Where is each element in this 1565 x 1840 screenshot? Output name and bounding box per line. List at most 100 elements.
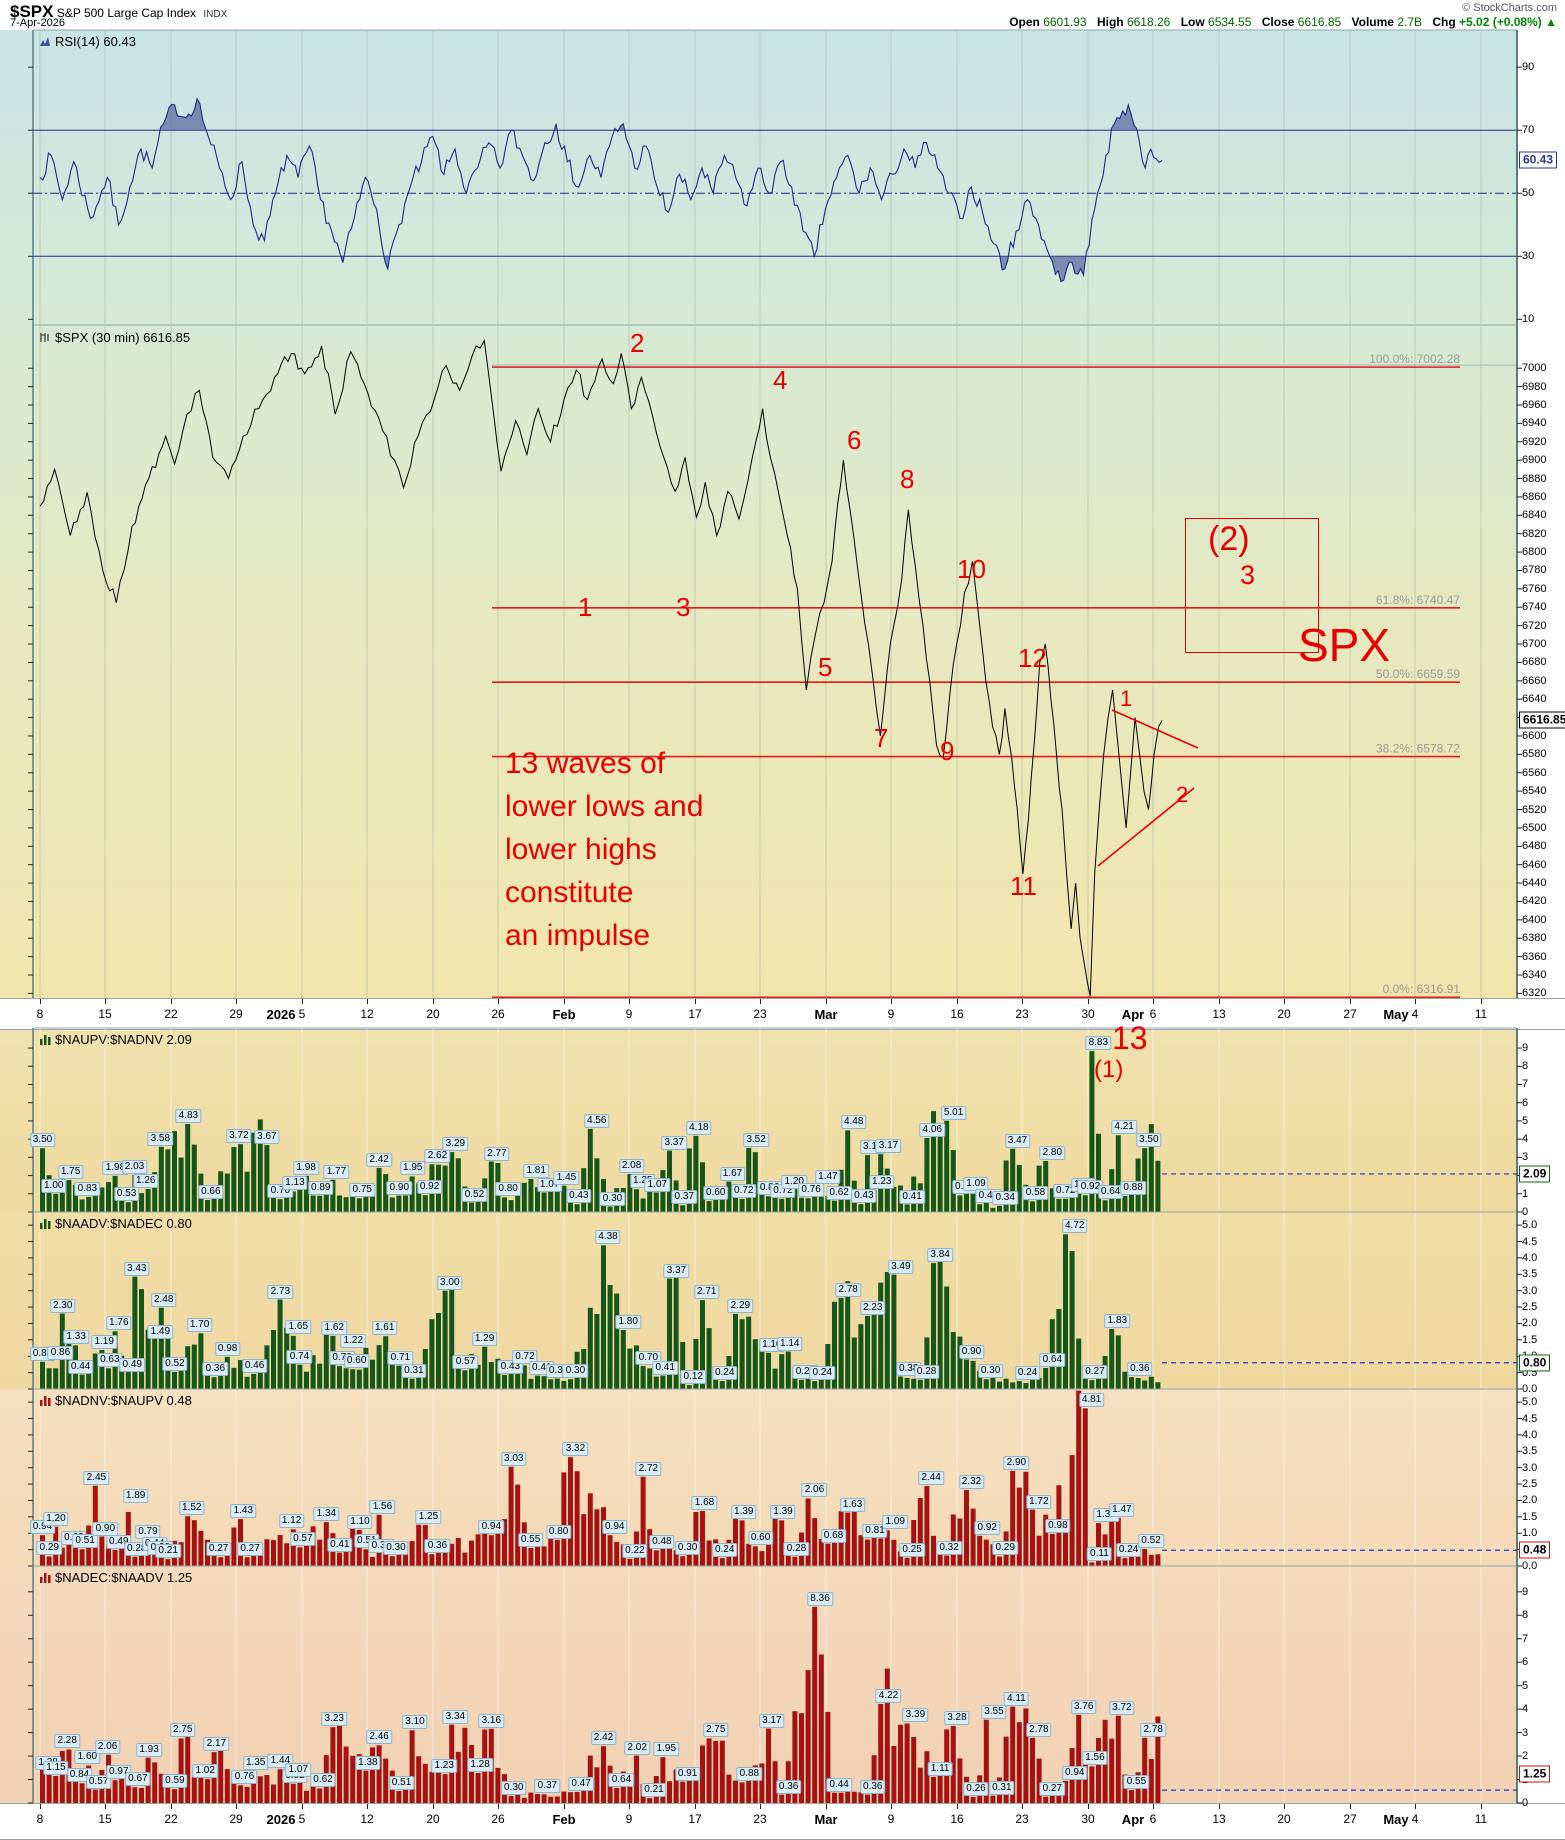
bar-value-callout: 0.36	[202, 1362, 229, 1377]
price-ytick: 6940	[1522, 417, 1547, 430]
date-tick-mark	[236, 999, 237, 1004]
bar-value-callout: 2.02	[624, 1740, 650, 1755]
date-tick-label: 11	[1474, 1007, 1488, 1021]
nadec_naadv-ytick: 7	[1522, 1632, 1529, 1645]
naadv_nadec-ytick: 4.5	[1522, 1235, 1538, 1248]
bar-value-callout: 0.11	[1087, 1547, 1112, 1562]
date-tick-label: 29	[229, 1812, 243, 1826]
nadnv_naupv-ytick: 1.0	[1522, 1527, 1538, 1540]
bar-value-callout: 2.42	[590, 1731, 617, 1746]
price-ytick: 6960	[1522, 398, 1547, 411]
symbol: $SPX	[10, 2, 54, 21]
naupv-nadnv-label: $NAUPV:$NADNV 2.09	[40, 1032, 192, 1048]
bar-value-callout: 0.62	[826, 1185, 852, 1200]
date-tick-label: Apr	[1121, 1007, 1145, 1022]
date-tick-mark	[891, 999, 892, 1004]
bar-value-callout: 0.88	[1120, 1180, 1146, 1195]
bar-value-callout: 0.12	[680, 1370, 706, 1385]
chg-up-arrow-icon: ▲	[1545, 15, 1557, 29]
date-tick-mark	[367, 1804, 368, 1809]
bar-value-callout: 1.95	[400, 1161, 426, 1176]
bar-value-callout: 4.18	[686, 1120, 712, 1135]
bar-value-callout: 1.43	[230, 1504, 257, 1519]
naupv_nadnv-ytick: 1	[1522, 1187, 1529, 1200]
naupv_nadnv-ytick: 9	[1522, 1042, 1529, 1055]
price-panel-label: $SPX (30 min) 6616.85	[40, 330, 190, 346]
price-ytick: 6780	[1522, 564, 1547, 577]
bar-value-callout: 4.06	[919, 1123, 945, 1138]
price-ytick: 6580	[1522, 748, 1547, 761]
date-tick-mark	[891, 1804, 892, 1809]
bar-value-callout: 0.79	[135, 1525, 161, 1540]
bar-value-callout: 0.22	[622, 1543, 648, 1558]
date-tick-label: 26	[491, 1812, 505, 1826]
bar-value-callout: 0.30	[599, 1191, 626, 1206]
date-tick-mark	[826, 1804, 827, 1809]
price-ytick: 6420	[1522, 895, 1547, 908]
bar-value-callout: 0.64	[1039, 1353, 1066, 1368]
bar-value-callout: 0.74	[286, 1349, 313, 1364]
price-ytick: 6840	[1522, 509, 1547, 522]
bar-value-callout: 1.70	[186, 1318, 213, 1333]
elliott-wave-number: 3	[676, 592, 691, 622]
date-tick-mark	[105, 1804, 106, 1809]
chg-value: +5.02 (+0.08%)	[1459, 15, 1542, 29]
nadnv_naupv-ytick: 2.5	[1522, 1478, 1538, 1491]
bar-value-callout: 1.47	[815, 1170, 841, 1185]
bar-value-callout: 0.83	[74, 1181, 101, 1196]
bar-value-callout: 1.67	[719, 1166, 746, 1181]
bar-value-callout: 0.98	[214, 1341, 241, 1356]
naupv_nadnv-ytick: 4	[1522, 1133, 1529, 1146]
ohlc-quote-line: Open 6601.93 High 6618.26 Low 6534.55 Cl…	[1002, 15, 1557, 29]
date-tick-mark	[564, 1804, 565, 1809]
wave2-label: (2)	[1208, 520, 1250, 558]
date-tick-mark	[629, 999, 630, 1004]
date-tick-mark	[171, 999, 172, 1004]
bar-value-callout: 1.63	[839, 1497, 866, 1512]
date-tick-mark	[760, 1804, 761, 1809]
date-tick-label: 29	[229, 1007, 243, 1021]
bar-value-callout: 2.03	[121, 1160, 148, 1175]
bar-value-callout: 1.26	[132, 1174, 159, 1189]
bar-value-callout: 1.68	[691, 1495, 718, 1510]
index-name: S&P 500 Large Cap Index	[56, 6, 197, 20]
date-tick-mark	[302, 999, 303, 1004]
date-tick-mark	[957, 999, 958, 1004]
bar-value-callout: 1.23	[431, 1759, 457, 1774]
bar-value-callout: 0.89	[308, 1180, 334, 1195]
bar-value-callout: 3.47	[1004, 1133, 1031, 1148]
date-tick-label: Mar	[814, 1007, 838, 1022]
bar-value-callout: 1.56	[1082, 1751, 1108, 1766]
bar-value-callout: 0.31	[401, 1363, 427, 1378]
bar-value-callout: 0.41	[899, 1189, 925, 1204]
open-label: Open	[1009, 15, 1040, 29]
date-tick-label: 2026	[266, 1007, 296, 1022]
date-tick-label: 9	[887, 1812, 895, 1826]
bar-value-callout: 4.83	[175, 1109, 202, 1123]
price-ytick: 6500	[1522, 821, 1547, 834]
date-tick-mark	[236, 1804, 237, 1809]
date-tick-label: Apr	[1121, 1812, 1145, 1827]
bar-value-callout: 0.29	[992, 1541, 1018, 1556]
date-tick-label: 23	[1015, 1007, 1029, 1021]
date-tick-label: 22	[164, 1812, 178, 1826]
bar-value-callout: 4.22	[875, 1688, 902, 1703]
bar-value-callout: 1.61	[371, 1321, 398, 1336]
elliott-wave-number: 2	[1176, 782, 1189, 807]
price-ytick: 6340	[1522, 969, 1547, 981]
date-tick-mark	[1153, 999, 1154, 1004]
bar-value-callout: 1.38	[355, 1755, 381, 1770]
nadnv_naupv-ytick: 4.5	[1522, 1412, 1538, 1425]
date-tick-mark	[1153, 1804, 1154, 1809]
naadv_nadec-ytick: 2.5	[1522, 1301, 1538, 1314]
nadec-naadv-label: $NADEC:$NAADV 1.25	[40, 1570, 192, 1586]
date-tick-mark	[1284, 999, 1285, 1004]
rsi-ytick: 50	[1522, 187, 1535, 200]
bar-value-callout: 1.09	[882, 1515, 908, 1530]
last-value-badge: 6616.85	[1519, 711, 1565, 729]
price-ytick: 6320	[1522, 987, 1547, 1000]
bar-value-callout: 0.57	[290, 1532, 316, 1547]
bar-value-callout: 2.71	[693, 1285, 720, 1300]
bar-value-callout: 3.84	[927, 1248, 953, 1263]
price-ytick: 6640	[1522, 693, 1547, 706]
